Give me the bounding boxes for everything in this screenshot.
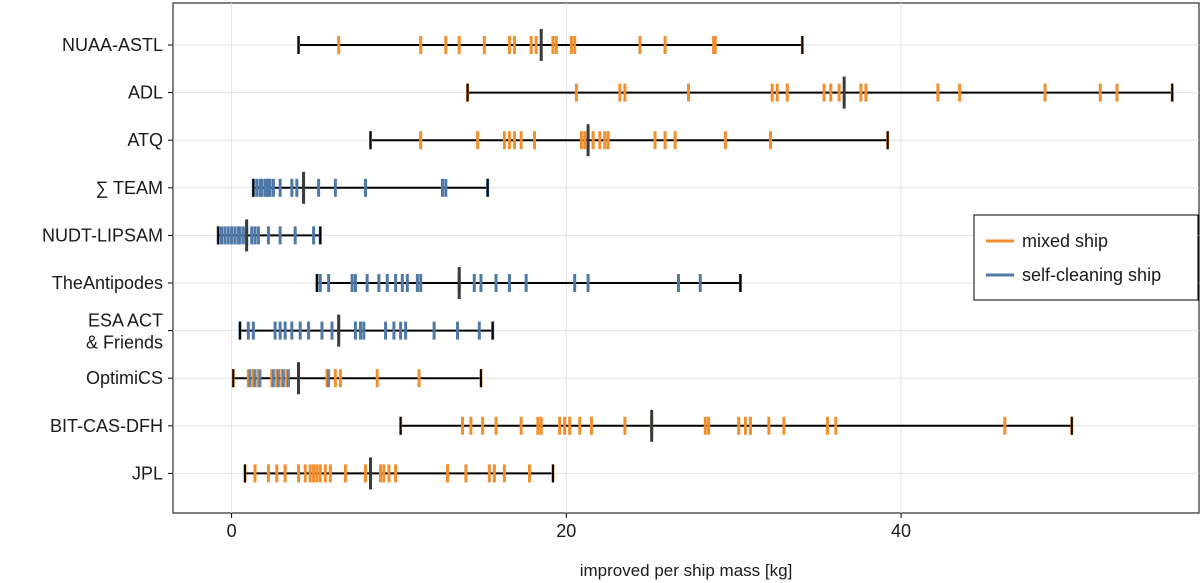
team-label: JPL — [132, 463, 163, 483]
team-row — [251, 171, 490, 204]
team-row — [297, 29, 804, 61]
x-tick-label: 40 — [891, 521, 911, 541]
legend-box — [973, 214, 1199, 301]
team-row — [238, 314, 495, 347]
team-row — [399, 409, 1074, 442]
team-labels: NUAA-ASTL ADL ATQ ∑ TEAM NUDT-LIPSAM TheAntip… — [42, 35, 173, 483]
legend-label-mixed-ship: mixed ship — [1022, 231, 1108, 251]
legend: mixed ship self-cleaning ship — [973, 214, 1199, 301]
team-label: TheAntipodes — [52, 273, 163, 293]
x-tick-label: 0 — [227, 521, 237, 541]
team-label-line: & Friends — [86, 333, 163, 353]
team-row — [369, 124, 890, 157]
plot-frame — [172, 2, 1200, 514]
x-tick-labels: 0 20 40 — [227, 513, 911, 541]
team-label: ATQ — [127, 130, 163, 150]
team-label: OptimiCS — [86, 368, 163, 388]
team-row — [243, 457, 555, 490]
team-row — [315, 267, 742, 299]
team-label: ∑ TEAM — [95, 178, 163, 198]
team-label: NUDT-LIPSAM — [42, 225, 163, 245]
x-tick-label: 20 — [556, 521, 576, 541]
x-axis-label: improved per ship mass [kg] — [580, 561, 793, 580]
data-layer — [216, 29, 1174, 490]
team-row — [231, 362, 483, 395]
team-label-line: ESA ACT — [88, 311, 163, 331]
team-label: NUAA-ASTL — [62, 35, 163, 55]
team-label: ESA ACT & Friends — [86, 311, 163, 353]
team-label: BIT-CAS-DFH — [50, 416, 163, 436]
team-row — [216, 219, 322, 252]
legend-label-self-cleaning-ship: self-cleaning ship — [1022, 265, 1161, 285]
team-row — [466, 76, 1174, 109]
team-label: ADL — [128, 83, 163, 103]
